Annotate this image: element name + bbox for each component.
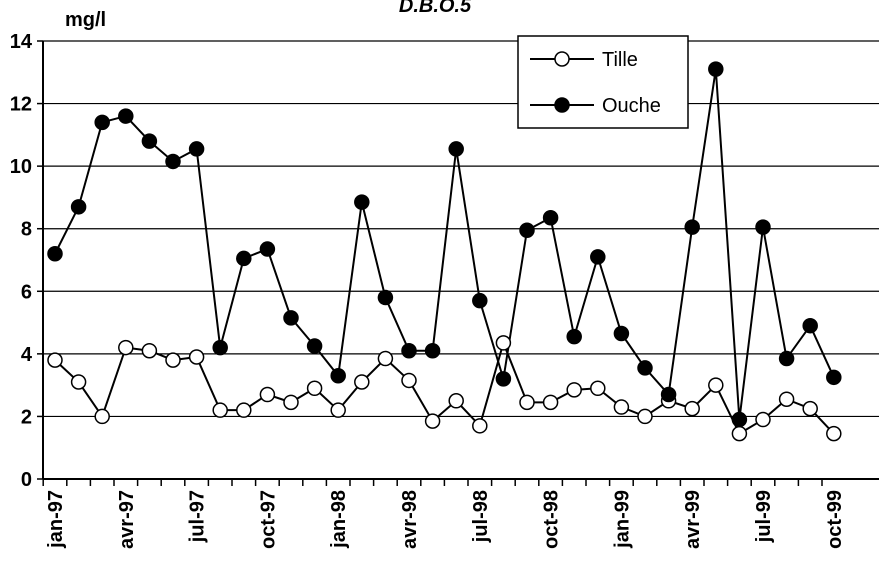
legend-marker	[554, 51, 570, 67]
data-point	[330, 368, 346, 384]
y-tick-label: 14	[10, 31, 33, 53]
x-tick-label: jul-98	[470, 490, 492, 543]
x-tick-label: oct-99	[824, 490, 846, 549]
data-point	[283, 394, 299, 411]
legend-box	[517, 35, 689, 129]
data-point	[118, 339, 134, 356]
data-point	[354, 194, 370, 210]
legend-label: Ouche	[602, 95, 661, 117]
x-tick-label: oct-98	[541, 490, 563, 549]
data-point	[70, 199, 87, 215]
data-point	[424, 413, 441, 429]
data-point	[684, 400, 700, 417]
data-point	[472, 418, 488, 434]
data-point	[94, 114, 110, 131]
data-point	[495, 335, 512, 351]
data-point	[259, 386, 276, 403]
x-tick-label: jan-98	[328, 490, 350, 549]
data-point	[519, 394, 535, 411]
data-point	[802, 317, 818, 334]
data-point	[708, 61, 724, 77]
x-tick-label: jan-99	[611, 490, 633, 549]
data-point	[401, 342, 417, 359]
data-point	[141, 342, 158, 359]
data-point	[755, 411, 771, 428]
data-point	[637, 360, 653, 376]
data-point	[94, 408, 110, 425]
data-point	[778, 391, 795, 407]
data-point	[424, 342, 441, 359]
data-point	[684, 219, 700, 235]
data-point	[708, 377, 724, 393]
data-point	[448, 393, 464, 409]
data-point	[826, 425, 842, 442]
data-point	[778, 350, 795, 367]
legend-label: Tille	[602, 49, 638, 71]
data-point	[306, 380, 323, 397]
data-point	[212, 402, 228, 418]
x-tick-label: oct-97	[257, 490, 279, 549]
data-point	[401, 372, 417, 389]
data-point	[590, 249, 606, 265]
data-point	[613, 399, 630, 415]
x-tick-label: jul-97	[187, 490, 209, 543]
y-tick-label: 12	[10, 94, 32, 116]
series-line	[54, 69, 835, 420]
data-point	[354, 374, 370, 390]
data-point	[188, 349, 205, 365]
data-point	[330, 402, 346, 418]
data-point	[377, 350, 394, 367]
data-point	[165, 352, 181, 368]
legend-marker	[554, 97, 570, 113]
data-point	[495, 371, 512, 387]
data-point	[70, 374, 87, 390]
data-point	[826, 369, 842, 386]
data-point	[165, 153, 181, 170]
y-tick-label: 0	[21, 469, 32, 491]
x-tick-label: avr-98	[399, 490, 421, 549]
data-point	[566, 328, 582, 345]
data-point	[188, 141, 205, 157]
data-point	[47, 352, 63, 368]
y-tick-label: 6	[21, 281, 32, 303]
x-tick-label: avr-99	[682, 490, 704, 549]
data-point	[306, 338, 323, 354]
x-tick-label: jul-99	[753, 490, 775, 543]
chart-title: D.B.O.5	[399, 0, 472, 17]
data-point	[566, 382, 582, 398]
data-point	[47, 245, 63, 262]
data-point	[472, 292, 488, 309]
data-point	[236, 250, 252, 267]
data-point	[448, 141, 464, 157]
data-point	[212, 339, 228, 356]
y-tick-label: 8	[21, 219, 32, 241]
y-tick-label: 10	[10, 156, 32, 178]
data-point	[283, 310, 299, 326]
data-point	[141, 133, 158, 149]
data-point	[377, 289, 394, 306]
data-point	[236, 402, 252, 418]
data-point	[613, 325, 630, 342]
x-tick-label: jan-97	[45, 490, 67, 549]
data-point	[118, 108, 134, 124]
data-point	[542, 394, 559, 411]
x-tick-label: avr-97	[116, 490, 138, 549]
y-tick-label: 4	[21, 344, 33, 366]
data-point	[731, 411, 748, 428]
y-tick-label: 2	[21, 406, 32, 428]
data-point	[731, 425, 748, 442]
data-point	[542, 210, 559, 226]
data-point	[802, 400, 818, 417]
data-point	[660, 386, 677, 403]
data-point	[637, 408, 653, 425]
y-axis-label: mg/l	[65, 9, 106, 31]
data-point	[755, 219, 771, 235]
data-point	[519, 222, 535, 239]
data-point	[259, 241, 276, 257]
data-point	[590, 380, 606, 397]
series-line	[54, 339, 835, 436]
